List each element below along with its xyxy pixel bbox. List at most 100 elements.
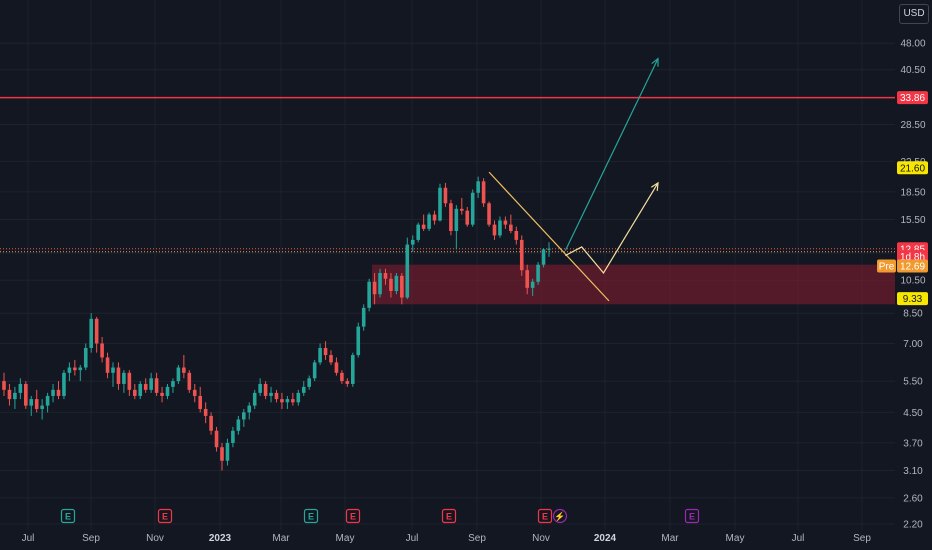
y-tick-label: 8.50	[903, 309, 923, 320]
candle-body	[116, 367, 121, 384]
candle-body	[220, 447, 224, 461]
candle-body	[498, 220, 502, 236]
projection-alt-arrow-arrowhead	[650, 181, 659, 191]
price-tag-label: 33.86	[900, 93, 925, 104]
y-tick-label: 4.50	[903, 408, 923, 419]
candle-body	[269, 392, 273, 396]
horizontal-lines	[0, 96, 895, 253]
demand-zone	[372, 264, 895, 305]
price-tag-label: 12.69	[900, 262, 925, 273]
y-tick-label: 28.50	[900, 120, 925, 131]
earnings-icon	[345, 508, 361, 524]
candle-body	[367, 281, 371, 308]
candle-body	[242, 412, 246, 420]
candle-body	[225, 442, 230, 461]
candle-body	[312, 362, 317, 379]
candle-body	[143, 383, 148, 390]
candle-body	[2, 381, 6, 390]
candle-body	[122, 372, 126, 384]
candle-body	[165, 386, 170, 396]
x-tick-label: Sep	[468, 533, 486, 544]
price-tag-bg	[897, 259, 928, 273]
candle-body	[73, 367, 77, 371]
price-tag-label: 1d 8h	[900, 252, 925, 263]
candle-body	[7, 389, 12, 400]
x-tick-label: Nov	[532, 533, 550, 544]
candle-body	[460, 208, 464, 211]
x-tick-label: May	[336, 533, 355, 544]
x-tick-label: Nov	[146, 533, 164, 544]
candle-body	[138, 383, 143, 396]
candle-body	[94, 318, 99, 344]
y-tick-label: 48.00	[900, 39, 925, 50]
earnings-badge: E	[157, 508, 173, 524]
candle-body	[45, 395, 50, 406]
candle-body	[416, 224, 420, 240]
candle-body	[361, 307, 366, 327]
demand-zone-rect	[372, 264, 895, 305]
x-tick-label: 2023	[209, 533, 232, 544]
candle-body	[307, 378, 311, 387]
candle-body	[443, 187, 448, 204]
price-tag-bg	[897, 161, 928, 175]
price-tag-label: 21.60	[900, 163, 925, 174]
candle-body	[127, 372, 132, 390]
candle-body	[449, 203, 453, 231]
candle-body	[285, 399, 290, 403]
candle-body	[13, 392, 17, 400]
x-tick-label: May	[726, 533, 745, 544]
candle-body	[356, 326, 361, 356]
earnings-badge-label: E	[65, 512, 71, 522]
x-tick-label: Sep	[82, 533, 100, 544]
earnings-icon	[157, 508, 173, 524]
candle-body	[263, 383, 268, 396]
candle-body	[247, 405, 252, 413]
price-tag-bg	[897, 292, 928, 306]
candle-body	[291, 399, 295, 403]
candle-body	[214, 430, 219, 448]
drawings	[488, 57, 659, 302]
candle-body	[345, 381, 350, 384]
candle-body	[410, 239, 415, 245]
x-tick-label: 2024	[594, 533, 617, 544]
candle-body	[187, 372, 192, 390]
earnings-badge-label: E	[689, 512, 695, 522]
candle-body	[394, 275, 399, 292]
y-tick-label: 2.20	[903, 519, 923, 530]
candle-body	[323, 348, 328, 356]
candle-body	[56, 389, 61, 396]
candle-body	[176, 367, 181, 382]
price-tag-label: 12.85	[900, 244, 925, 255]
candle-body	[171, 381, 175, 387]
candle-body	[133, 389, 137, 396]
projection-alt-arrow	[565, 182, 659, 275]
x-tick-label: Sep	[853, 533, 871, 544]
earnings-icon	[684, 508, 700, 524]
candle-body	[83, 348, 88, 368]
candle-body	[340, 372, 344, 382]
candle-body	[149, 378, 153, 390]
candle-body	[34, 399, 39, 409]
candle-body	[509, 224, 513, 231]
candle-body	[29, 399, 34, 406]
candle-body	[383, 272, 388, 279]
price-tag-label: 9.33	[903, 294, 923, 305]
y-tick-label: 3.10	[903, 466, 923, 477]
candle-body	[67, 367, 72, 373]
earnings-badge: E	[303, 508, 319, 524]
earnings-badge: E	[441, 508, 457, 524]
earnings-badge: E	[60, 508, 76, 524]
candle-body	[51, 389, 55, 396]
price-tag-bg	[897, 91, 928, 105]
trendline	[488, 171, 610, 302]
currency-button[interactable]: USD	[899, 4, 929, 24]
candle-body	[470, 192, 475, 225]
candle-body	[334, 362, 339, 373]
earnings-badge-label: E	[162, 512, 168, 522]
earnings-badge-label: E	[350, 512, 356, 522]
candle-body	[351, 355, 355, 384]
x-axis: Jul Sep Nov 2023 Mar May Jul Sep Nov 2024 Mar May Ju…	[22, 533, 872, 544]
candle-body	[536, 264, 540, 282]
